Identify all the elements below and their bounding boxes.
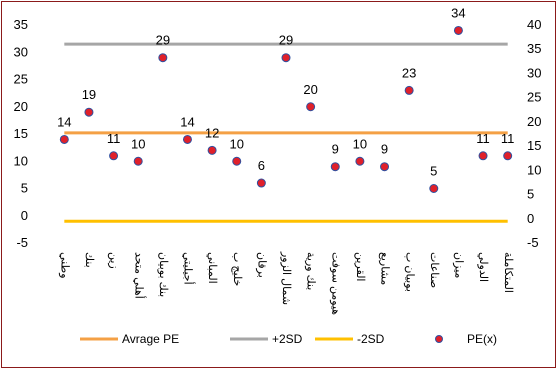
- left-tick-label-8: 35: [14, 17, 28, 32]
- pe-point-12: [355, 156, 365, 166]
- pe-point-10: [306, 102, 316, 112]
- data-label-18: 11: [501, 131, 515, 146]
- pe-point-18: [503, 151, 513, 161]
- left-tick-label-6: 25: [14, 72, 28, 87]
- pe-point-7: [232, 156, 242, 166]
- data-label-4: 29: [156, 33, 170, 48]
- left-tick-label-5: 20: [14, 99, 28, 114]
- legend: Avrage PE +2SD -2SD PE(x): [80, 332, 497, 346]
- pe-point-11: [330, 162, 340, 172]
- pe-point-16: [453, 25, 463, 35]
- right-tick-label-0: -5: [527, 235, 539, 250]
- pe-points: [59, 25, 513, 193]
- right-tick-label-6: 25: [527, 90, 541, 105]
- legend-label-1: +2SD: [272, 332, 303, 346]
- pe-point-15: [429, 184, 439, 193]
- pe-point-4: [158, 53, 168, 63]
- right-tick-label-1: 0: [527, 211, 534, 226]
- pe-point-1: [84, 107, 94, 117]
- left-tick-label-4: 15: [14, 126, 28, 141]
- category-label-8: برقان: [255, 252, 267, 278]
- data-label-2: 11: [107, 131, 121, 146]
- pe-point-3: [133, 156, 143, 166]
- legend-swatch-3: [435, 335, 443, 343]
- category-label-14: بوبيان ب: [403, 252, 415, 292]
- category-label-4: بنك بوبيان: [157, 252, 169, 297]
- category-label-6: المباني: [206, 252, 218, 284]
- legend-label-2: -2SD: [357, 332, 385, 346]
- category-label-5: أجيليتي: [182, 252, 196, 285]
- pe-point-2: [109, 151, 119, 161]
- left-tick-label-0: -5: [16, 235, 28, 250]
- left-axis-ticks: -5 0 5 10 15 20 25 30 35: [14, 17, 28, 250]
- data-label-6: 12: [205, 125, 219, 140]
- right-tick-label-9: 40: [527, 17, 541, 32]
- category-label-17: الدولي: [477, 252, 489, 282]
- left-tick-label-1: 0: [21, 208, 28, 223]
- legend-label-3: PE(x): [467, 332, 497, 346]
- right-tick-label-4: 15: [527, 138, 541, 153]
- category-label-18: المتكاملة: [502, 252, 514, 293]
- right-tick-label-7: 30: [527, 65, 541, 80]
- category-label-7: خليج ب: [231, 252, 243, 286]
- pe-point-8: [256, 178, 266, 188]
- data-label-16: 34: [451, 5, 465, 20]
- pe-point-14: [404, 85, 414, 95]
- category-labels: وطني بنك زين أهلي متحد بنك بوبيان أجيليتي المب…: [58, 251, 513, 315]
- data-label-11: 9: [332, 142, 339, 157]
- right-tick-label-8: 35: [527, 41, 541, 56]
- data-label-5: 14: [180, 114, 194, 129]
- left-tick-label-3: 10: [14, 153, 28, 168]
- right-tick-label-5: 20: [527, 114, 541, 129]
- data-label-10: 20: [303, 82, 317, 97]
- pe-point-5: [182, 134, 192, 144]
- pe-point-17: [478, 151, 488, 161]
- category-label-10: بنك ورية: [305, 252, 317, 290]
- category-label-15: صناعات: [428, 252, 440, 288]
- category-label-2: زين: [108, 252, 120, 269]
- data-label-3: 10: [131, 136, 145, 151]
- category-label-1: بنك: [83, 252, 95, 268]
- pe-point-13: [380, 162, 390, 172]
- right-axis-ticks: -5 0 5 10 15 20 25 30 35 40: [527, 17, 541, 250]
- pe-point-9: [281, 53, 291, 63]
- data-label-13: 9: [381, 142, 388, 157]
- category-label-16: ميزان: [453, 252, 465, 279]
- data-label-14: 23: [402, 65, 416, 80]
- legend-label-0: Avrage PE: [122, 332, 179, 346]
- data-label-12: 10: [353, 136, 367, 151]
- data-label-8: 6: [258, 158, 265, 173]
- data-labels: 14 19 11 10 29 14 12 10 6 29 20 9 10 9 23 5 34 11 11: [57, 5, 514, 178]
- category-label-12: القرين: [354, 252, 366, 281]
- data-label-1: 19: [82, 87, 96, 102]
- category-label-3: أهلي متحد: [132, 252, 146, 299]
- data-label-7: 10: [230, 136, 244, 151]
- data-label-17: 11: [476, 131, 490, 146]
- pe-point-0: [59, 134, 69, 144]
- left-tick-label-2: 5: [21, 181, 28, 196]
- data-label-9: 29: [279, 33, 293, 48]
- reference-lines: [64, 42, 508, 223]
- data-label-0: 14: [57, 114, 71, 129]
- data-label-15: 5: [430, 164, 437, 179]
- category-label-0: وطني: [58, 252, 70, 279]
- category-label-9: شمال الزور: [280, 251, 292, 305]
- right-tick-label-3: 10: [527, 162, 541, 177]
- category-label-11: هيومن سوفت: [329, 252, 341, 315]
- category-label-13: مشاريع: [379, 252, 391, 285]
- pe-point-6: [207, 145, 217, 155]
- right-tick-label-2: 5: [527, 187, 534, 202]
- left-tick-label-7: 30: [14, 44, 28, 59]
